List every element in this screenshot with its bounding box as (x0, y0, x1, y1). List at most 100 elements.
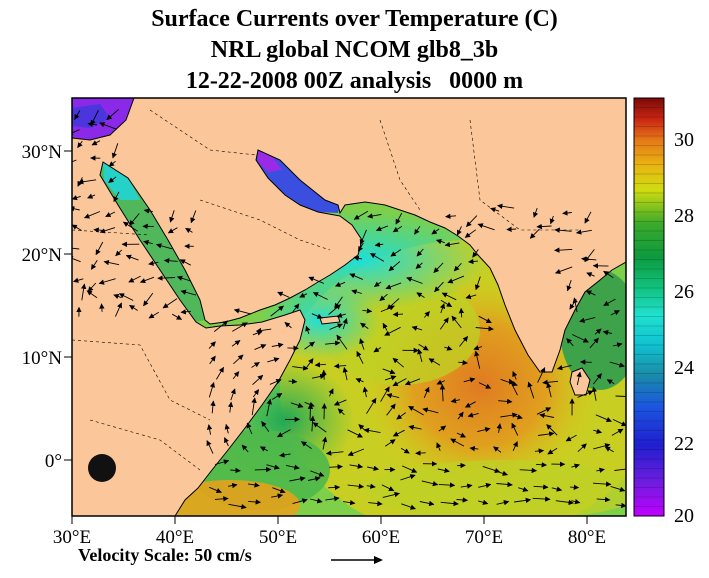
current-arrow (86, 290, 98, 299)
current-arrow (469, 446, 479, 452)
current-arrow (592, 481, 612, 487)
current-arrow (356, 351, 364, 364)
current-arrow (373, 347, 382, 353)
current-arrow (610, 310, 620, 316)
current-arrow (386, 403, 396, 416)
current-arrow (571, 498, 581, 505)
current-arrow (400, 474, 416, 481)
current-arrow (108, 160, 116, 167)
current-arrow (108, 176, 117, 183)
colorbar-label: 24 (674, 357, 694, 379)
current-arrow (321, 369, 327, 380)
current-arrow (98, 278, 116, 285)
map-title: Surface Currents over Temperature (C) NR… (0, 4, 709, 97)
current-arrow (584, 211, 592, 224)
current-arrow (400, 447, 410, 454)
current-arrow (450, 397, 460, 404)
current-arrow (314, 362, 326, 368)
current-arrow (342, 317, 348, 330)
current-arrow (111, 143, 119, 159)
current-arrow (428, 358, 441, 366)
current-arrow (444, 345, 453, 351)
current-arrow (128, 275, 141, 283)
temp-equatorial-band (365, 460, 626, 516)
current-arrow (490, 207, 500, 213)
current-arrow (392, 311, 404, 318)
current-arrow (468, 258, 479, 265)
current-arrow (434, 281, 444, 293)
current-arrow (325, 496, 340, 502)
lake-victoria (88, 454, 116, 482)
current-arrow (270, 305, 284, 317)
current-arrow (554, 266, 573, 274)
current-arrow (347, 429, 363, 438)
colorbar-label: 22 (674, 433, 694, 455)
current-arrow (305, 358, 314, 370)
current-arrow (252, 374, 264, 386)
colorbar: 30 28 26 24 22 20 (633, 97, 694, 527)
velocity-scale-arrow (331, 556, 383, 564)
current-arrow (334, 281, 346, 287)
current-arrow (592, 373, 602, 385)
current-arrow (401, 503, 416, 510)
map-area (72, 98, 626, 516)
current-arrow (380, 386, 390, 402)
current-arrow (279, 452, 291, 458)
current-arrow (72, 224, 82, 231)
current-arrow (72, 195, 81, 201)
current-arrow (440, 500, 459, 507)
current-arrow (401, 465, 418, 473)
current-arrow (562, 210, 572, 216)
current-arrow (374, 241, 384, 248)
current-arrow (602, 330, 612, 336)
current-arrow (180, 289, 197, 296)
current-arrow (593, 443, 611, 450)
current-arrow (385, 282, 402, 290)
current-arrow (162, 298, 178, 309)
current-arrow (603, 298, 616, 306)
current-arrow (105, 211, 116, 218)
current-arrow (190, 210, 197, 224)
current-arrow (538, 431, 555, 437)
current-arrow (570, 484, 580, 491)
current-vectors (72, 108, 626, 510)
y-tick-label: 20°N (22, 245, 63, 266)
current-arrow (404, 378, 421, 386)
current-arrow (500, 412, 518, 418)
current-arrow (546, 424, 558, 436)
current-arrow (498, 398, 513, 405)
current-arrow (418, 343, 429, 351)
current-arrow (465, 293, 477, 300)
current-arrow (271, 342, 284, 348)
current-arrow (546, 382, 552, 398)
current-arrow (459, 335, 469, 347)
current-arrow (458, 307, 465, 318)
current-arrow (615, 395, 626, 397)
border-line (72, 229, 151, 236)
current-arrow (87, 121, 98, 127)
current-arrow (210, 400, 216, 414)
title-line-2: NRL global NCOM glb8_3b (210, 37, 499, 63)
current-arrow (596, 496, 611, 503)
current-arrow (99, 122, 117, 130)
current-arrow (271, 393, 283, 400)
current-arrow (566, 338, 574, 347)
current-arrow (224, 423, 230, 434)
current-arrow (411, 325, 423, 331)
y-tick-label: 10°N (22, 348, 63, 369)
border-line (149, 109, 257, 156)
current-arrow (379, 293, 388, 302)
current-arrow (139, 276, 155, 284)
current-arrow (431, 228, 440, 235)
current-arrow (80, 283, 87, 301)
current-arrow (435, 238, 445, 245)
current-arrow (533, 484, 549, 490)
current-arrow (214, 496, 229, 502)
current-arrow (360, 322, 369, 329)
current-arrow (122, 221, 138, 232)
current-arrow (214, 459, 230, 465)
current-arrow (312, 422, 327, 433)
current-arrow (351, 289, 362, 295)
current-arrow (292, 498, 308, 505)
current-arrow (419, 500, 435, 507)
